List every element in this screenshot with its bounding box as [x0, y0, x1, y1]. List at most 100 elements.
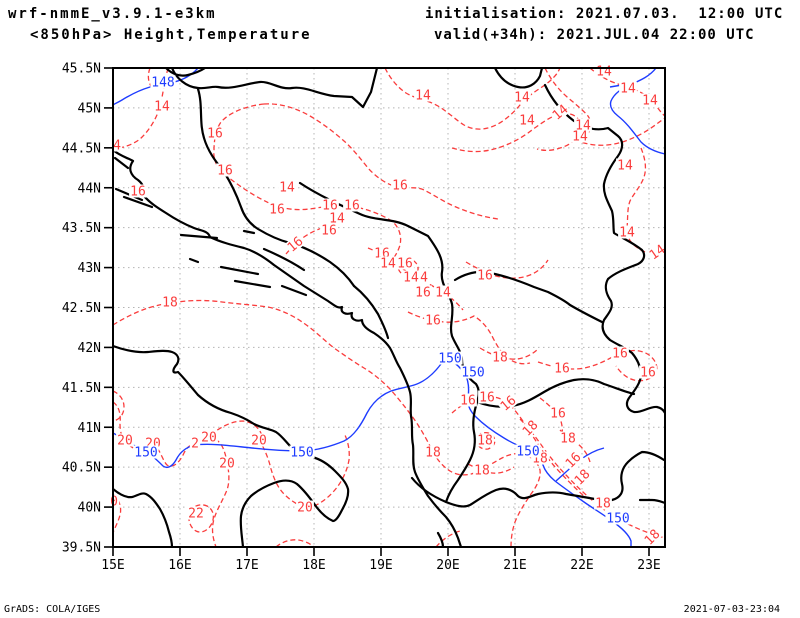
contour-label: 20 — [251, 434, 267, 449]
contour-label: 150 — [134, 446, 157, 461]
contour-label-mask — [187, 506, 205, 520]
island-peljesac — [262, 247, 306, 272]
contour-label-mask — [645, 241, 669, 263]
contour-label: 16 — [425, 314, 441, 329]
contour-label-mask — [549, 406, 567, 420]
contour-label-mask — [189, 436, 201, 450]
contour-label-mask — [549, 101, 571, 123]
border-montenegro — [352, 284, 390, 340]
contour-label-mask — [473, 463, 491, 477]
contour-label-mask — [396, 256, 414, 270]
contour-label: 14 — [154, 100, 170, 115]
temp-contour-bottom-c — [435, 530, 461, 547]
temp-contour-14-ne-a — [589, 68, 665, 117]
island-kornati — [122, 195, 154, 209]
contour-label: 18 — [560, 432, 576, 447]
contour-label-mask — [559, 431, 577, 445]
temp-contour-14-ne-c — [574, 117, 665, 146]
contour-label: 16 — [321, 224, 337, 239]
contour-label-mask — [216, 163, 234, 177]
contour-label-mask — [328, 211, 346, 225]
contour-label: 150 — [606, 512, 629, 527]
contour-label: 14 — [415, 89, 431, 104]
contour-label: 14 — [403, 271, 419, 286]
contour-label: 18 — [425, 446, 441, 461]
coastline-dalmatia-albania — [113, 148, 463, 547]
temp-contour-16-e-loop — [537, 349, 658, 382]
hgt-contour-ne — [609, 68, 665, 155]
contour-label-mask — [515, 444, 541, 458]
lat-label: 43N — [78, 261, 101, 276]
temp-contour-14-nw-b — [147, 68, 155, 91]
lat-label: 42N — [78, 341, 101, 356]
temp-contour-14-east — [626, 147, 665, 254]
contour-label: 16 — [460, 394, 476, 409]
contour-label-mask — [562, 449, 584, 471]
lon-label: 20E — [436, 558, 459, 573]
temp-contour-14-top-mid — [384, 68, 561, 130]
model-title: wrf-nmmE_v3.9.1-e3km — [8, 6, 217, 22]
island-pag — [113, 156, 130, 170]
contour-label-mask — [513, 90, 531, 104]
contour-label: 16 — [207, 127, 223, 142]
contour-label: 14 — [617, 159, 633, 174]
contour-label: 22 — [188, 507, 204, 522]
temp-contour-18-se-2 — [519, 418, 665, 539]
contour-label: 14 — [380, 257, 396, 272]
contour-label: 16 — [217, 164, 233, 179]
contour-label: 16 — [130, 185, 146, 200]
lon-label: 17E — [235, 558, 258, 573]
grads-credit: GrADS: COLA/IGES — [4, 604, 101, 615]
contour-label-mask — [129, 184, 147, 198]
contour-label-mask — [476, 268, 494, 282]
contour-label-mask — [519, 417, 541, 439]
contour-label-mask — [296, 500, 314, 514]
border-albania-east — [444, 400, 479, 504]
contour-label-mask — [343, 198, 361, 212]
lat-label: 44.5N — [62, 141, 101, 156]
contour-label: 20 — [201, 431, 217, 446]
contour-label: 18 — [492, 351, 508, 366]
contour-label-mask — [206, 126, 224, 140]
contour-label: 16 — [392, 179, 408, 194]
border-croatia-bosnia — [196, 87, 356, 288]
contour-label-mask — [460, 365, 486, 379]
contour-label-mask — [414, 285, 432, 299]
contour-label: 16 — [397, 257, 413, 272]
contour-label-mask — [616, 158, 634, 172]
contour-label-mask — [518, 113, 536, 127]
lat-label: 40N — [78, 501, 101, 516]
contour-label: 16 — [612, 347, 628, 362]
contour-label-mask — [278, 180, 296, 194]
contour-label-mask — [268, 202, 286, 216]
lat-label: 45.5N — [62, 62, 101, 77]
contour-label: 18 — [474, 464, 490, 479]
contour-label: 4 — [420, 271, 428, 286]
temp-contour-16-w-b — [263, 103, 499, 220]
temp-contour-20-bottom — [275, 539, 315, 547]
border-greece-north — [410, 450, 665, 508]
contour-label-mask — [200, 430, 218, 444]
contour-label: 18 — [162, 296, 178, 311]
contour-label: 16 — [550, 407, 566, 422]
contour-label: 14 — [619, 226, 635, 241]
contour-label-mask — [424, 313, 442, 327]
contour-label: 150 — [516, 445, 539, 460]
contour-label-mask — [218, 456, 236, 470]
island-korcula — [233, 279, 272, 289]
contour-label-mask — [618, 225, 636, 239]
contour-label: 14 — [279, 181, 295, 196]
lat-label: 41N — [78, 421, 101, 436]
contour-label: 16 — [479, 391, 495, 406]
contour-label: 16 — [269, 203, 285, 218]
temp-contour-22-loop — [188, 504, 214, 533]
contour-label: 150 — [461, 366, 484, 381]
contour-label-mask — [418, 270, 430, 284]
contour-label-mask — [594, 496, 612, 510]
island-mljet — [280, 284, 308, 297]
island-hvar — [219, 265, 260, 276]
contour-label-mask — [289, 445, 315, 459]
contour-label: 16 — [554, 362, 570, 377]
contour-label-mask — [284, 233, 306, 255]
